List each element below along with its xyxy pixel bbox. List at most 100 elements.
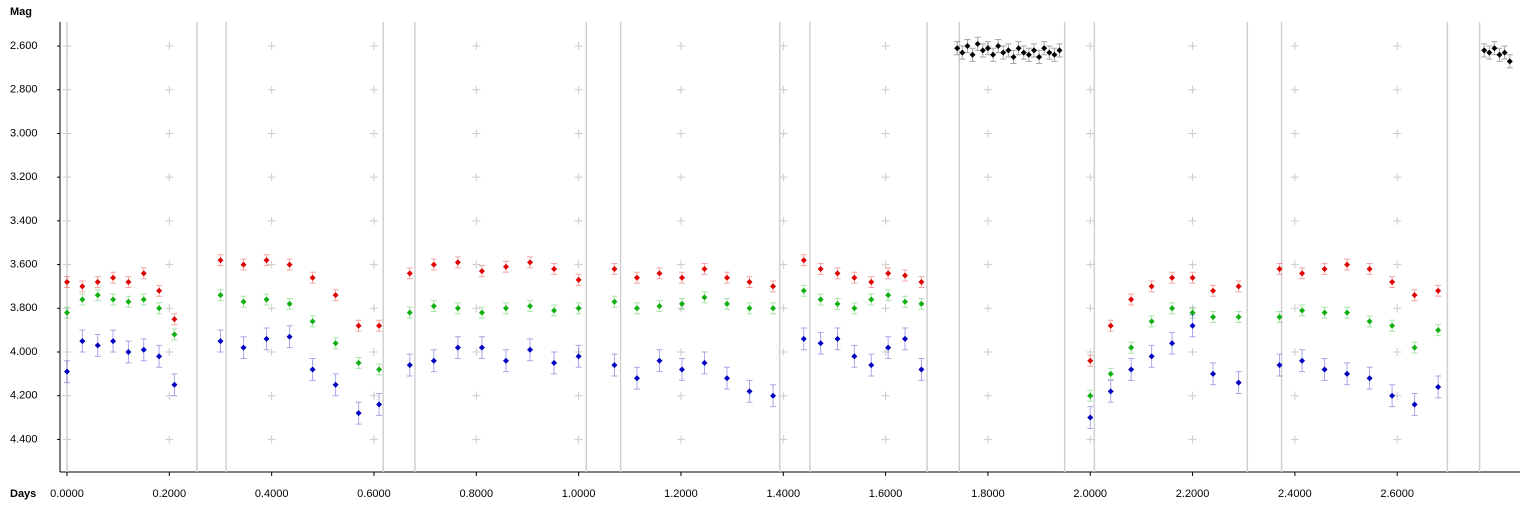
grid-cross — [165, 304, 174, 313]
point — [701, 294, 708, 301]
grid-cross — [676, 260, 685, 269]
point — [1148, 353, 1155, 360]
grid-cross — [267, 435, 276, 444]
point — [156, 353, 163, 360]
point — [851, 353, 858, 360]
grid-cross — [165, 129, 174, 138]
point — [286, 333, 293, 340]
grid-cross — [676, 347, 685, 356]
grid-cross — [881, 85, 890, 94]
point — [1041, 45, 1048, 52]
point — [1276, 314, 1283, 321]
point — [332, 292, 339, 299]
point — [1235, 283, 1242, 290]
point — [851, 305, 858, 312]
point — [1496, 51, 1503, 58]
point — [984, 45, 991, 52]
point — [79, 283, 86, 290]
point — [974, 40, 981, 47]
grid-cross — [267, 85, 276, 94]
grid-cross — [472, 435, 481, 444]
point — [1169, 305, 1176, 312]
grid-cross — [574, 42, 583, 51]
point — [454, 344, 461, 351]
point — [171, 381, 178, 388]
point — [217, 338, 224, 345]
point — [1148, 318, 1155, 325]
point — [217, 292, 224, 299]
grid-cross — [1393, 435, 1402, 444]
point — [332, 340, 339, 347]
point — [406, 362, 413, 369]
grid-cross — [63, 173, 72, 182]
grid-cross — [983, 85, 992, 94]
x-axis-label: Days — [10, 488, 36, 500]
point — [1435, 327, 1442, 334]
point — [770, 305, 777, 312]
grid-cross — [779, 260, 788, 269]
point — [171, 331, 178, 338]
point — [1366, 375, 1373, 382]
grid-cross — [1086, 347, 1095, 356]
point — [817, 265, 824, 272]
point — [656, 270, 663, 277]
grid-cross — [369, 391, 378, 400]
point — [1128, 366, 1135, 373]
point — [1010, 53, 1017, 60]
grid-cross — [1086, 42, 1095, 51]
grid-cross — [1393, 347, 1402, 356]
grid-cross — [63, 391, 72, 400]
point — [678, 274, 685, 281]
x-tick-label: 0.4000 — [255, 488, 289, 500]
point — [376, 366, 383, 373]
point — [1235, 379, 1242, 386]
y-tick-label: 2.600 — [10, 40, 38, 52]
grid-cross — [779, 42, 788, 51]
grid-cross — [881, 304, 890, 313]
grid-cross — [63, 347, 72, 356]
grid-cross — [1188, 216, 1197, 225]
point — [1501, 49, 1508, 56]
point — [1169, 340, 1176, 347]
grid-cross — [983, 216, 992, 225]
grid-cross — [676, 173, 685, 182]
grid-cross — [165, 173, 174, 182]
grid-cross — [983, 435, 992, 444]
grid-cross — [983, 173, 992, 182]
grid-cross — [1086, 216, 1095, 225]
grid-cross — [165, 85, 174, 94]
grid-cross — [472, 216, 481, 225]
grid-cross — [779, 173, 788, 182]
point — [1321, 309, 1328, 316]
point — [701, 265, 708, 272]
point — [1046, 49, 1053, 56]
point — [355, 322, 362, 329]
grid-cross — [63, 435, 72, 444]
point — [656, 303, 663, 310]
grid-cross — [574, 85, 583, 94]
point — [575, 353, 582, 360]
grid-cross — [676, 216, 685, 225]
point — [611, 362, 618, 369]
point — [1087, 357, 1094, 364]
point — [94, 279, 101, 286]
grid-cross — [1188, 42, 1197, 51]
point — [1411, 344, 1418, 351]
point — [454, 259, 461, 266]
x-tick-label: 0.8000 — [459, 488, 493, 500]
grid-cross — [1290, 216, 1299, 225]
point — [355, 410, 362, 417]
point — [701, 359, 708, 366]
grid-cross — [1393, 173, 1402, 182]
grid-cross — [983, 391, 992, 400]
point — [990, 51, 997, 58]
grid-cross — [1188, 85, 1197, 94]
x-tick-label: 2.6000 — [1380, 488, 1414, 500]
point — [746, 279, 753, 286]
point — [885, 270, 892, 277]
grid-cross — [472, 347, 481, 356]
point — [1366, 318, 1373, 325]
grid-cross — [369, 260, 378, 269]
grid-cross — [472, 42, 481, 51]
point — [902, 298, 909, 305]
